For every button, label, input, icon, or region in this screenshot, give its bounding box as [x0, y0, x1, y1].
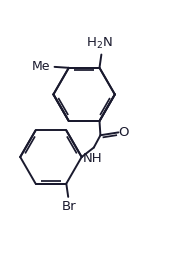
Text: Me: Me: [31, 60, 50, 73]
Text: H$_2$N: H$_2$N: [86, 36, 113, 51]
Text: NH: NH: [83, 152, 103, 165]
Text: O: O: [118, 126, 129, 139]
Text: Br: Br: [62, 200, 76, 213]
